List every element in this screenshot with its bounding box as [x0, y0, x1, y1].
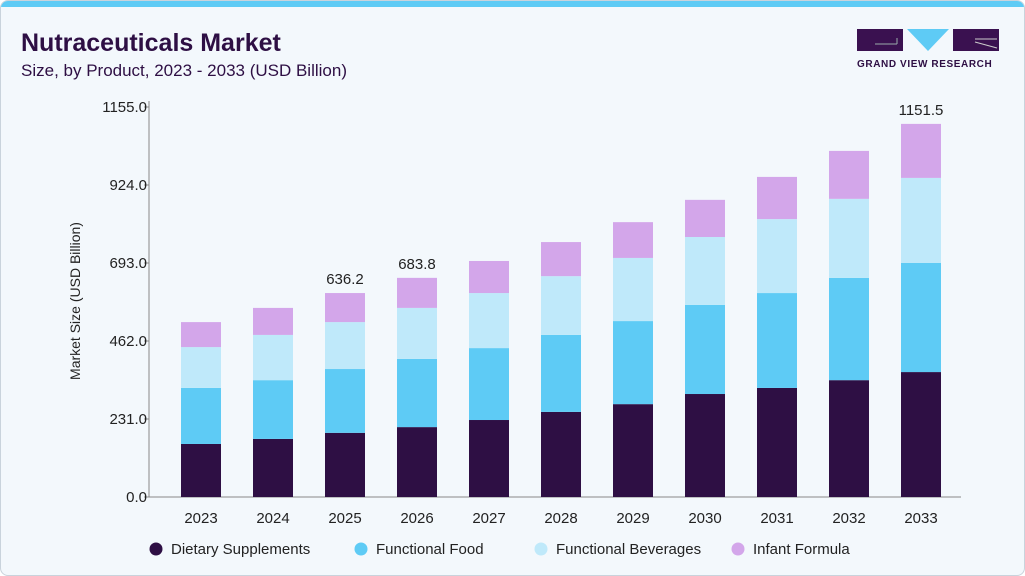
chart-title: Nutraceuticals Market	[21, 29, 281, 57]
bar-segment-functional-food	[613, 321, 653, 405]
bar-segment-infant-formula	[181, 322, 221, 348]
y-tick-label: 1155.0	[102, 99, 147, 116]
bar-segment-functional-food	[397, 358, 437, 428]
bar-segment-dietary-supplements	[469, 420, 509, 497]
bar-segment-functional-beverages	[757, 219, 797, 294]
bar-segment-infant-formula	[829, 150, 869, 199]
y-tick-label: 462.0	[109, 333, 147, 350]
x-tick-label: 2030	[688, 510, 721, 527]
legend-label: Dietary Supplements	[171, 541, 310, 558]
data-label: 636.2	[326, 271, 364, 288]
data-label: 1151.5	[899, 102, 944, 119]
y-axis-label: Market Size (USD Billion)	[67, 222, 83, 380]
bar-segment-functional-beverages	[181, 347, 221, 388]
x-tick-label: 2024	[256, 510, 289, 527]
bar-segment-dietary-supplements	[541, 411, 581, 497]
bar-segment-functional-beverages	[829, 198, 869, 278]
bar-segment-functional-beverages	[613, 257, 653, 322]
bar-segment-infant-formula	[469, 260, 509, 294]
bar-segment-dietary-supplements	[901, 372, 941, 497]
x-tick-label: 2028	[544, 510, 577, 527]
bar-segment-infant-formula	[613, 222, 653, 258]
x-tick-label: 2025	[328, 510, 361, 527]
bar-segment-functional-beverages	[685, 237, 725, 305]
bar-segment-dietary-supplements	[757, 387, 797, 497]
bar-segment-functional-beverages	[541, 276, 581, 335]
bar-segment-infant-formula	[325, 293, 365, 323]
bar-segment-functional-food	[829, 277, 869, 381]
legend-marker	[731, 542, 745, 556]
bar-segment-functional-beverages	[253, 334, 293, 381]
x-tick-label: 2029	[616, 510, 649, 527]
bar-segment-functional-food	[757, 293, 797, 388]
legend-marker	[534, 542, 548, 556]
data-label: 683.8	[398, 256, 436, 273]
accent-bar	[1, 1, 1024, 7]
x-tick-label: 2032	[832, 510, 865, 527]
y-tick-label: 693.0	[109, 255, 147, 272]
bar-segment-infant-formula	[757, 176, 797, 220]
bar-segment-functional-food	[901, 263, 941, 373]
legend-marker	[149, 542, 163, 556]
x-tick-label: 2027	[472, 510, 505, 527]
bar-segment-functional-food	[253, 380, 293, 439]
bar-segment-infant-formula	[541, 242, 581, 277]
bar-segment-dietary-supplements	[253, 438, 293, 497]
bar-segment-infant-formula	[901, 123, 941, 178]
bar-segment-infant-formula	[685, 199, 725, 237]
legend-marker	[354, 542, 368, 556]
bar-segment-functional-beverages	[397, 307, 437, 359]
logo-text: GRAND VIEW RESEARCH	[857, 59, 993, 70]
bar-segment-functional-food	[685, 304, 725, 395]
bar-segment-dietary-supplements	[397, 427, 437, 497]
bar-segment-dietary-supplements	[613, 404, 653, 497]
legend-label: Functional Beverages	[556, 541, 701, 558]
bar-segment-infant-formula	[397, 277, 437, 308]
x-tick-label: 2023	[184, 510, 217, 527]
bar-segment-functional-food	[469, 348, 509, 421]
x-tick-label: 2026	[400, 510, 433, 527]
legend-label: Infant Formula	[753, 541, 850, 558]
y-tick-label: 0.0	[126, 489, 147, 506]
bar-segment-functional-food	[325, 369, 365, 433]
bar-segment-functional-beverages	[469, 293, 509, 349]
bar-segment-dietary-supplements	[181, 443, 221, 497]
legend-label: Functional Food	[376, 541, 484, 558]
bar-segment-dietary-supplements	[829, 380, 869, 497]
y-tick-label: 231.0	[109, 411, 147, 428]
chart-subtitle: Size, by Product, 2023 - 2033 (USD Billi…	[21, 61, 347, 80]
bar-segment-functional-beverages	[901, 177, 941, 263]
y-tick-label: 924.0	[109, 177, 147, 194]
bar-segment-dietary-supplements	[685, 394, 725, 497]
x-tick-label: 2033	[904, 510, 937, 527]
bar-segment-functional-food	[181, 387, 221, 444]
bar-segment-infant-formula	[253, 307, 293, 335]
bar-segment-dietary-supplements	[325, 432, 365, 497]
x-tick-label: 2031	[760, 510, 793, 527]
bar-segment-functional-food	[541, 334, 581, 412]
bar-segment-functional-beverages	[325, 322, 365, 370]
grand-view-research-logo	[857, 29, 999, 51]
